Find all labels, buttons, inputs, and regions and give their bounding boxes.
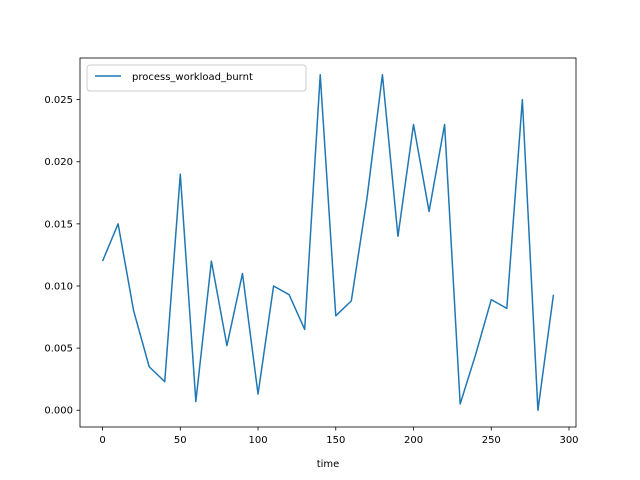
x-tick-label: 300 bbox=[559, 435, 578, 446]
y-axis-ticks: 0.000 0.005 0.010 0.015 0.020 0.025 bbox=[44, 95, 80, 417]
y-tick-label: 0.025 bbox=[44, 95, 73, 106]
x-tick-label: 50 bbox=[174, 435, 187, 446]
legend-box bbox=[86, 64, 307, 92]
legend: process_workload_burnt bbox=[86, 64, 307, 92]
y-tick-label: 0.010 bbox=[44, 281, 73, 292]
x-axis-label: time bbox=[317, 459, 340, 470]
y-tick-label: 0.000 bbox=[44, 406, 73, 417]
x-axis-ticks: 0 50 100 150 200 250 300 bbox=[99, 427, 579, 446]
plot-frame bbox=[79, 57, 577, 428]
series-line-0 bbox=[101, 74, 555, 411]
plot-area bbox=[80, 58, 576, 427]
x-tick-label: 200 bbox=[404, 435, 423, 446]
legend-label: process_workload_burnt bbox=[132, 72, 253, 83]
x-tick-label: 250 bbox=[482, 435, 501, 446]
x-tick-label: 150 bbox=[326, 435, 345, 446]
y-tick-label: 0.015 bbox=[44, 219, 73, 230]
series-layer bbox=[101, 74, 555, 411]
x-tick-label: 0 bbox=[99, 435, 105, 446]
x-tick-label: 100 bbox=[248, 435, 267, 446]
y-tick-label: 0.005 bbox=[44, 344, 73, 355]
y-tick-label: 0.020 bbox=[44, 157, 73, 168]
